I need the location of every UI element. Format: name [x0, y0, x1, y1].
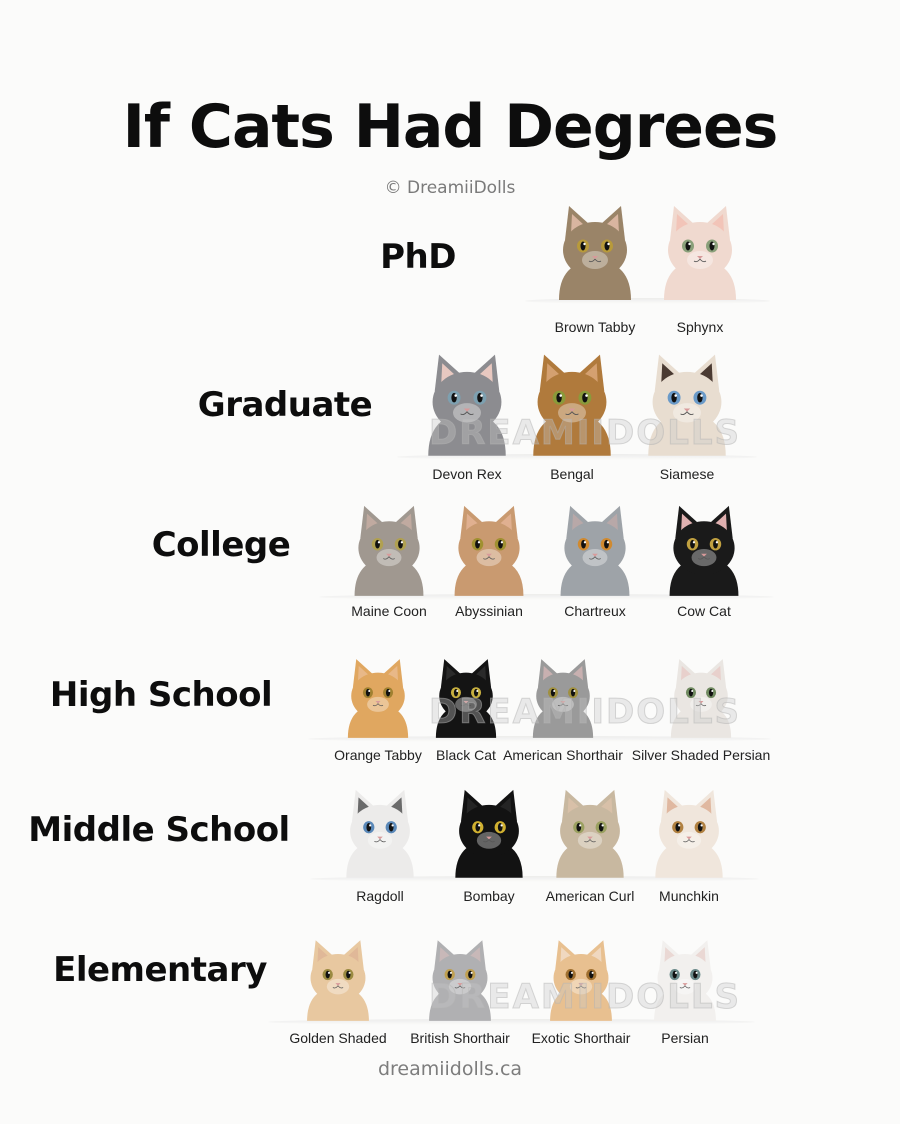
cat-breed-label: Bombay: [463, 888, 515, 904]
watermark: DREAMIIDOLLS: [428, 977, 742, 1018]
cat-image: [542, 935, 621, 1025]
cat-image: [638, 348, 737, 460]
cat-image: [663, 654, 740, 742]
cat-breed-label: Sphynx: [676, 319, 724, 335]
cat-image: [446, 784, 532, 882]
cat-image: [551, 500, 639, 600]
footer-url: dreamiidolls.ca: [377, 1058, 523, 1080]
cat-breed-label: Persian: [661, 1030, 709, 1046]
cat-image: [428, 654, 505, 742]
page-title: If Cats Had Degrees: [122, 92, 779, 162]
cat-image: [418, 348, 517, 460]
cat-breed-label: Exotic Shorthair: [531, 1030, 631, 1046]
cat-breed-label: British Shorthair: [410, 1030, 510, 1046]
shelf-shadow: [268, 1019, 755, 1025]
cat-breed-label: Ragdoll: [356, 888, 404, 904]
cat-image: [299, 935, 378, 1025]
watermark: DREAMIIDOLLS: [428, 413, 742, 454]
copyright-text: © DreamiiDolls: [384, 178, 516, 198]
cat-image: [337, 784, 423, 882]
cat-image: [646, 935, 725, 1025]
cat-image: [660, 500, 748, 600]
watermark: DREAMIIDOLLS: [428, 692, 742, 733]
cat-image: [549, 200, 641, 304]
cat-breed-label: Siamese: [659, 466, 715, 482]
cat-breed-label: Bengal: [550, 466, 594, 482]
shelf-shadow: [397, 454, 757, 460]
cat-breed-label: Abyssinian: [455, 603, 523, 619]
cat-image: [340, 654, 417, 742]
cat-breed-label: Munchkin: [659, 888, 719, 904]
level-label: Middle School: [28, 810, 290, 850]
cat-breed-label: Cow Cat: [677, 603, 731, 619]
cat-breed-label: American Shorthair: [503, 747, 623, 763]
cat-image: [547, 784, 633, 882]
level-label: College: [151, 525, 291, 565]
cat-image: [646, 784, 732, 882]
shelf-shadow: [525, 298, 770, 304]
cat-breed-label: Chartreux: [564, 603, 626, 619]
cat-breed-label: Maine Coon: [351, 603, 427, 619]
cat-breed-label: Black Cat: [436, 747, 496, 763]
level-label: PhD: [380, 237, 456, 277]
cat-breed-label: Devon Rex: [432, 466, 502, 482]
cat-image: [654, 200, 746, 304]
cat-image: [525, 654, 602, 742]
cat-image: [421, 935, 500, 1025]
cat-breed-label: American Curl: [545, 888, 635, 904]
cat-image: [445, 500, 533, 600]
cat-breed-label: Brown Tabby: [554, 319, 636, 335]
cat-image: [523, 348, 622, 460]
cat-breed-label: Golden Shaded: [289, 1030, 387, 1046]
cat-breed-label: Orange Tabby: [334, 747, 422, 763]
level-label: Graduate: [197, 385, 373, 425]
shelf-shadow: [310, 876, 759, 882]
shelf-shadow: [308, 736, 771, 742]
cat-breed-label: Silver Shaded Persian: [631, 747, 771, 763]
level-label: Elementary: [53, 950, 267, 990]
shelf-shadow: [319, 594, 774, 600]
cat-image: [345, 500, 433, 600]
level-label: High School: [49, 675, 273, 715]
